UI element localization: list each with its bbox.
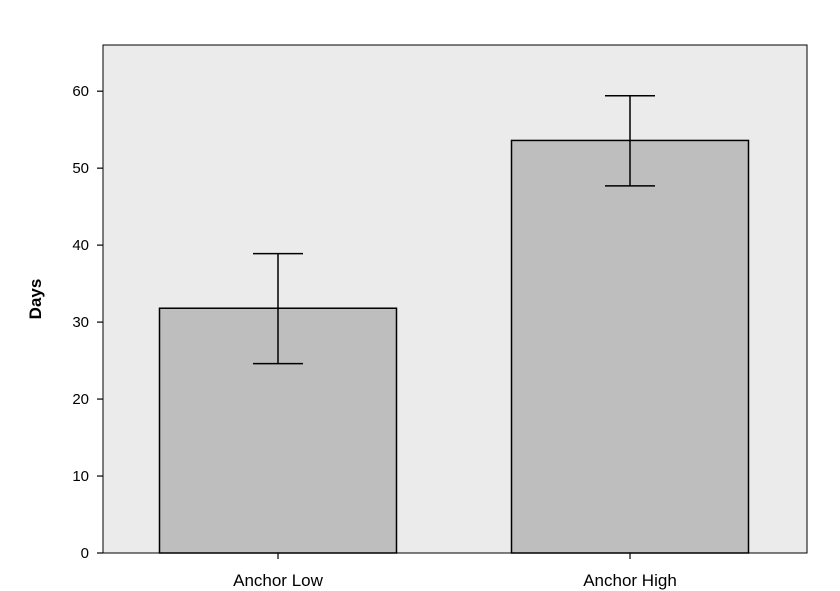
- error-bars-group: [253, 95, 655, 365]
- y-tick-label: 10: [72, 468, 89, 485]
- y-tick-label: 20: [72, 391, 89, 408]
- y-axis-title: Days: [26, 279, 45, 320]
- y-tick-label: 30: [72, 314, 89, 331]
- y-tick-label: 50: [72, 160, 89, 177]
- x-axis: Anchor Low Anchor High: [233, 553, 677, 590]
- error-bar-anchor-low: [253, 252, 303, 365]
- y-tick-label: 40: [72, 237, 89, 254]
- y-tick-label: 60: [72, 83, 89, 100]
- y-tick-label: 0: [81, 545, 89, 562]
- y-axis: 0 10 20 30 40 50 60: [72, 83, 103, 562]
- bar-anchor-high: [510, 139, 750, 554]
- x-tick-label: Anchor Low: [233, 571, 323, 590]
- x-tick-label: Anchor High: [583, 571, 677, 590]
- error-bar-anchor-high: [605, 95, 655, 187]
